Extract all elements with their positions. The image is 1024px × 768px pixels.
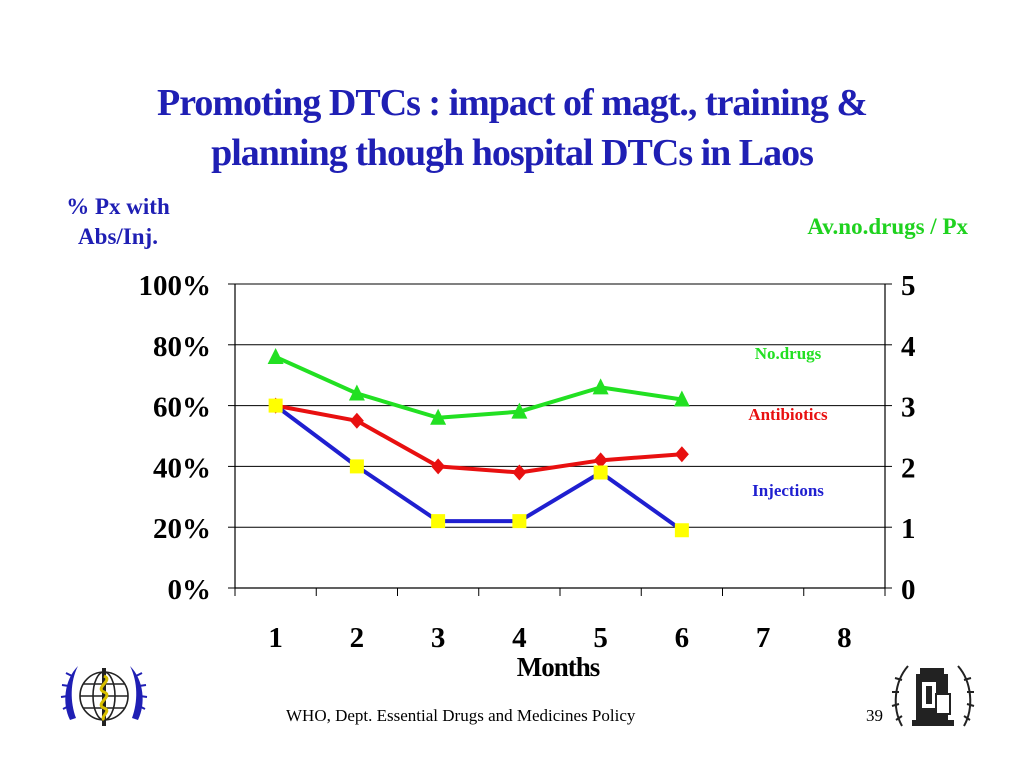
x-tick-label: 4 [512,622,527,654]
x-tick-label: 6 [675,622,690,654]
right-tick-label: 4 [901,331,916,363]
footer-text: WHO, Dept. Essential Drugs and Medicines… [286,706,636,725]
injections-point [512,514,527,529]
right-axis-title: Av.no.drugs / Px [807,214,968,239]
x-tick-label: 2 [350,622,365,654]
legend-label-injections: Injections [752,481,824,500]
antibiotics-point [349,412,364,429]
legend-label-no-drugs: No.drugs [755,344,822,363]
injections-point [268,398,283,413]
no-drugs-point [511,402,528,419]
right-tick-label: 3 [901,392,916,424]
no-drugs-series-line [274,355,683,420]
x-tick-label: 8 [837,622,852,654]
legend-label-antibiotics: Antibiotics [748,405,828,424]
right-tick-label: 2 [901,452,916,484]
antibiotics-series-line [275,403,683,475]
page-number: 39 [866,706,883,725]
left-axis-title-line-1: % Px with [66,194,170,219]
left-tick-label: 80% [153,331,211,363]
left-tick-label: 40% [153,452,211,484]
injections-series-line [274,403,684,532]
x-tick-label: 1 [268,622,283,654]
left-axis-title: % Px with Abs/Inj. [58,192,178,252]
edm-logo-icon [891,665,975,727]
injections-point [593,465,608,480]
left-tick-label: 60% [153,392,211,424]
no-drugs-point [348,384,365,401]
injections-point [674,523,689,538]
slide-title: Promoting DTCs : impact of magt., traini… [0,78,1024,178]
left-tick-label: 0% [168,574,212,606]
antibiotics-point [431,458,446,475]
right-tick-label: 1 [901,513,916,545]
x-tick-label: 7 [756,622,771,654]
title-line-2: planning though hospital DTCs in Laos [211,132,814,174]
injections-point [431,514,446,529]
who-emblem-icon [60,666,148,726]
left-tick-label: 100% [139,270,212,302]
right-tick-label: 5 [901,270,916,302]
antibiotics-point [512,464,527,481]
no-drugs-point [267,347,284,364]
injections-point [349,459,364,474]
no-drugs-point [592,378,609,395]
title-line-1: Promoting DTCs : impact of magt., traini… [157,82,868,124]
right-tick-label: 0 [901,574,916,606]
antibiotics-point [674,446,689,463]
x-axis-title: Months [517,652,600,682]
no-drugs-point [430,408,447,425]
no-drugs-point [673,390,690,407]
left-axis-title-line-2: Abs/Inj. [78,224,158,249]
x-tick-label: 3 [431,622,446,654]
left-tick-label: 20% [153,513,211,545]
x-tick-label: 5 [593,622,608,654]
antibiotics-point [593,452,608,469]
